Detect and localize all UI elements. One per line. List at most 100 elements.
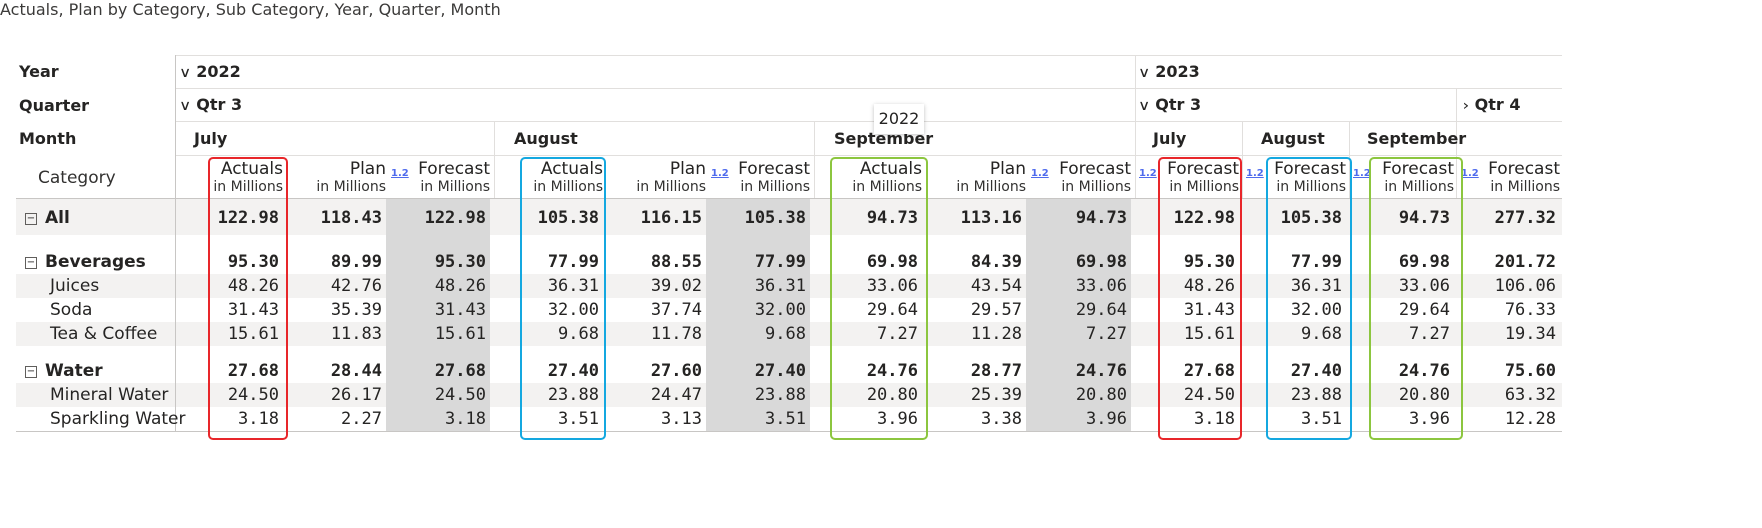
value-cell: 23.88 — [754, 385, 806, 405]
month-header[interactable]: August — [514, 129, 578, 148]
measure-column-header[interactable]: Forecast in Millions — [1350, 160, 1454, 196]
value-cell: 89.99 — [330, 252, 382, 272]
value-cell: 29.64 — [866, 300, 918, 320]
row-header[interactable]: − Water — [25, 361, 103, 381]
chevron-down-icon[interactable]: ∨ — [1137, 98, 1151, 114]
value-cell: 116.15 — [640, 208, 702, 228]
measure-name: Forecast — [1488, 159, 1560, 179]
category-column-header[interactable]: Category — [38, 168, 116, 188]
chevron-down-icon[interactable]: ∨ — [178, 65, 192, 81]
month-header[interactable]: August — [1261, 129, 1325, 148]
measure-column-header[interactable]: Plan in Millions — [282, 160, 386, 196]
value-cell: 77.99 — [1290, 252, 1342, 272]
quarter-header[interactable]: ∨ Qtr 3 — [1137, 95, 1201, 114]
row-label: Soda — [50, 300, 93, 320]
value-cell: 77.99 — [754, 252, 806, 272]
value-cell: 3.18 — [1194, 409, 1235, 429]
collapse-icon[interactable]: − — [25, 366, 37, 378]
value-cell: 43.54 — [970, 276, 1022, 296]
chevron-right-icon[interactable]: › — [1462, 98, 1470, 114]
tooltip: 2022 — [874, 104, 924, 134]
measure-column-header[interactable]: Forecast in Millions — [1027, 160, 1131, 196]
measure-unit: in Millions — [1061, 179, 1131, 195]
value-cell: 32.00 — [1290, 300, 1342, 320]
value-cell: 122.98 — [424, 208, 486, 228]
month-header[interactable]: July — [194, 129, 228, 148]
quarter-header[interactable]: ∨ Qtr 3 — [178, 95, 242, 114]
measure-column-header[interactable]: Forecast in Millions — [386, 160, 490, 196]
decimal-format-marker[interactable]: 1.2 — [1139, 168, 1157, 179]
collapse-icon[interactable]: − — [25, 257, 37, 269]
measure-unit: in Millions — [1490, 179, 1560, 195]
measure-name: Forecast — [738, 159, 810, 179]
measure-unit: in Millions — [740, 179, 810, 195]
measure-column-header[interactable]: Actuals in Millions — [499, 160, 603, 196]
value-cell: 33.06 — [1075, 276, 1127, 296]
row-label: Mineral Water — [50, 385, 169, 405]
value-cell: 32.00 — [754, 300, 806, 320]
decimal-format-marker[interactable]: 1.2 — [1246, 168, 1264, 179]
value-cell: 39.02 — [650, 276, 702, 296]
measure-column-header[interactable]: Forecast in Millions — [1242, 160, 1346, 196]
measure-column-header[interactable]: Forecast in Millions — [1456, 160, 1560, 196]
year-label: 2023 — [1155, 62, 1200, 81]
decimal-format-marker[interactable]: 1.2 — [1353, 168, 1371, 179]
value-cell: 12.28 — [1504, 409, 1556, 429]
measure-unit: in Millions — [316, 179, 386, 195]
value-cell: 3.38 — [981, 409, 1022, 429]
value-cell: 11.28 — [970, 324, 1022, 344]
value-cell: 105.38 — [537, 208, 599, 228]
value-cell: 88.55 — [650, 252, 702, 272]
value-cell: 26.17 — [330, 385, 382, 405]
value-cell: 106.06 — [1494, 276, 1556, 296]
value-cell: 9.68 — [1301, 324, 1342, 344]
decimal-format-marker[interactable]: 1.2 — [1031, 168, 1049, 179]
row-header[interactable]: − All — [25, 208, 70, 228]
measure-column-header[interactable]: Actuals in Millions — [179, 160, 283, 196]
value-cell: 36.31 — [547, 276, 599, 296]
row-header-divider — [175, 55, 176, 432]
value-cell: 95.30 — [434, 252, 486, 272]
value-cell: 11.83 — [330, 324, 382, 344]
measure-column-header[interactable]: Plan in Millions — [602, 160, 706, 196]
value-cell: 27.40 — [547, 361, 599, 381]
value-cell: 3.18 — [238, 409, 279, 429]
measure-unit: in Millions — [213, 179, 283, 195]
value-cell: 20.80 — [866, 385, 918, 405]
grid-divider — [814, 121, 815, 198]
value-cell: 24.50 — [1183, 385, 1235, 405]
year-header[interactable]: ∨ 2023 — [1137, 62, 1200, 81]
measure-column-header[interactable]: Actuals in Millions — [818, 160, 922, 196]
value-cell: 122.98 — [217, 208, 279, 228]
visual-title: Actuals, Plan by Category, Sub Category,… — [0, 0, 501, 19]
value-cell: 118.43 — [320, 208, 382, 228]
row-header[interactable]: − Beverages — [25, 252, 146, 272]
forecast-column-shade — [706, 198, 810, 432]
value-cell: 24.76 — [1398, 361, 1450, 381]
month-header[interactable]: July — [1153, 129, 1187, 148]
decimal-format-marker[interactable]: 1.2 — [1461, 168, 1479, 179]
measure-column-header[interactable]: Forecast in Millions — [1135, 160, 1239, 196]
year-header[interactable]: ∨ 2022 — [178, 62, 241, 81]
value-cell: 122.98 — [1173, 208, 1235, 228]
row-label: All — [45, 208, 70, 228]
collapse-icon[interactable]: − — [25, 213, 37, 225]
quarter-label: Qtr 4 — [1474, 95, 1521, 114]
value-cell: 29.57 — [970, 300, 1022, 320]
measure-unit: in Millions — [1276, 179, 1346, 195]
value-cell: 94.73 — [1398, 208, 1450, 228]
value-cell: 24.76 — [866, 361, 918, 381]
chevron-down-icon[interactable]: ∨ — [1137, 65, 1151, 81]
measure-column-header[interactable]: Plan in Millions — [922, 160, 1026, 196]
measure-column-header[interactable]: Forecast in Millions — [706, 160, 810, 196]
decimal-format-marker[interactable]: 1.2 — [711, 168, 729, 179]
value-cell: 11.78 — [650, 324, 702, 344]
quarter-header[interactable]: › Qtr 4 — [1462, 95, 1521, 114]
value-cell: 94.73 — [1075, 208, 1127, 228]
grid-divider — [494, 121, 495, 198]
month-header[interactable]: September — [1367, 129, 1467, 148]
chevron-down-icon[interactable]: ∨ — [178, 98, 192, 114]
decimal-format-marker[interactable]: 1.2 — [391, 168, 409, 179]
measure-name: Actuals — [859, 159, 922, 179]
value-cell: 77.99 — [547, 252, 599, 272]
